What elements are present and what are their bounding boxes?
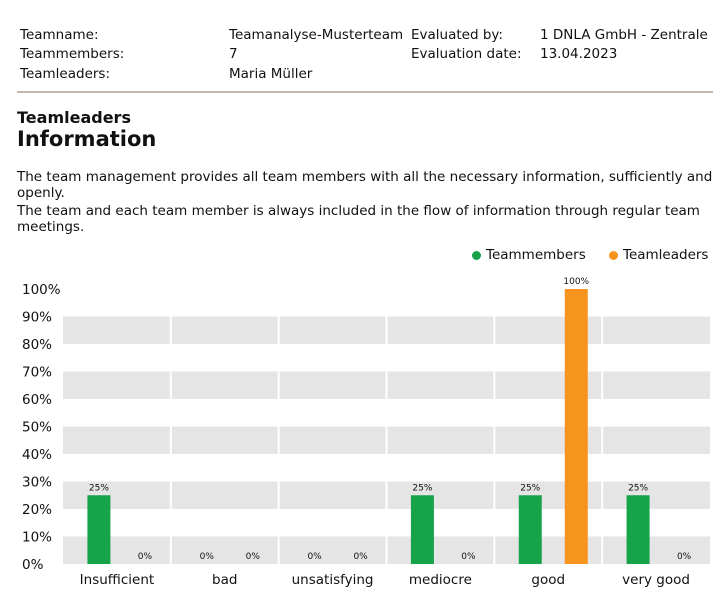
x-tick-label: bad xyxy=(212,572,237,588)
data-label: 25% xyxy=(412,483,432,493)
x-tick-label: good xyxy=(531,572,565,588)
teamname-value: Teamanalyse-Musterteam xyxy=(229,27,404,43)
legend-label-teamleaders: Teamleaders xyxy=(623,247,709,263)
data-label: 25% xyxy=(520,483,540,493)
teamleaders-label: Teamleaders: xyxy=(20,66,111,82)
description-paragraph-1: The team management provides all team me… xyxy=(17,169,713,201)
legend-item-teamleaders: Teamleaders xyxy=(609,247,708,263)
y-tick-label: 20% xyxy=(22,502,52,518)
evaluated-by-label: Evaluated by: xyxy=(411,27,503,43)
x-tick-label: Insufficient xyxy=(80,572,155,588)
data-label: 0% xyxy=(138,552,153,562)
x-tick-label: very good xyxy=(622,572,690,588)
teammembers-swatch xyxy=(472,250,481,260)
evaluated-by-value: 1 DNLA GmbH - Zentrale xyxy=(540,27,708,43)
evaluation-date-label: Evaluation date: xyxy=(411,46,522,62)
data-label: 25% xyxy=(628,483,648,493)
legend-label-teammembers: Teammembers xyxy=(486,247,586,263)
y-tick-label: 30% xyxy=(22,475,52,491)
section-title: Information xyxy=(17,127,157,151)
evaluation-date-value: 13.04.2023 xyxy=(540,46,618,62)
header-divider xyxy=(17,91,713,93)
teammembers-value: 7 xyxy=(229,46,238,62)
y-tick-label: 40% xyxy=(22,447,52,463)
section-subtitle: Teamleaders xyxy=(17,108,131,127)
bar-teammembers-mediocre xyxy=(410,495,434,564)
y-tick-label: 70% xyxy=(22,365,52,381)
bar-teamleaders-good xyxy=(564,289,588,564)
data-label: 0% xyxy=(677,552,692,562)
description-paragraph-2: The team and each team member is always … xyxy=(17,203,700,235)
bar-teammembers-very-good xyxy=(626,495,650,564)
y-tick-label: 50% xyxy=(22,420,52,436)
x-tick-label: unsatisfying xyxy=(292,572,374,588)
bar-teammembers-good xyxy=(518,495,542,564)
y-tick-label: 90% xyxy=(22,310,52,326)
y-tick-label: 100% xyxy=(22,282,61,298)
data-label: 0% xyxy=(200,552,215,562)
y-tick-label: 80% xyxy=(22,337,52,353)
teamleaders-value: Maria Müller xyxy=(229,66,313,82)
legend-item-teammembers: Teammembers xyxy=(472,247,586,263)
y-tick-label: 60% xyxy=(22,392,52,408)
data-label: 0% xyxy=(307,552,322,562)
bar-teammembers-insufficient xyxy=(87,495,111,564)
data-label: 0% xyxy=(353,552,368,562)
x-tick-label: mediocre xyxy=(409,572,472,588)
teamleaders-swatch xyxy=(609,250,618,260)
data-label: 0% xyxy=(246,552,261,562)
teamname-label: Teamname: xyxy=(20,27,99,43)
data-label: 100% xyxy=(563,277,589,287)
data-label: 25% xyxy=(89,483,109,493)
y-tick-label: 0% xyxy=(22,557,44,573)
y-tick-label: 10% xyxy=(22,530,52,546)
data-label: 0% xyxy=(461,552,476,562)
teammembers-label: Teammembers: xyxy=(20,46,125,62)
